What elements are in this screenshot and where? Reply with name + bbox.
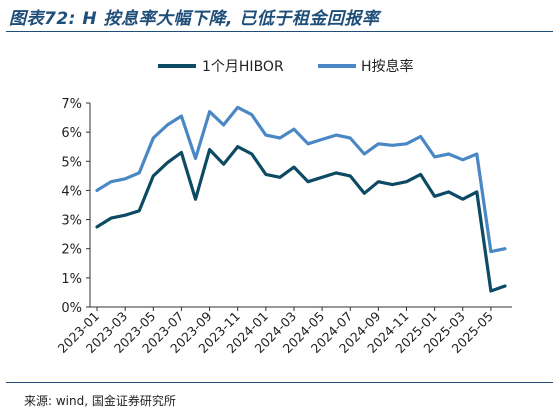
chart-title: 图表72: H 按息率大幅下降, 已低于租金回报率 bbox=[9, 9, 380, 29]
y-tick-label: 4% bbox=[61, 184, 82, 199]
series-lines bbox=[95, 105, 507, 293]
y-tick-label: 1% bbox=[61, 272, 82, 287]
series-line-hibor bbox=[95, 145, 507, 293]
legend: 1个月HIBOR H按息率 bbox=[158, 58, 414, 75]
legend-label-hibor: 1个月HIBOR bbox=[202, 59, 284, 75]
bottom-divider bbox=[6, 382, 553, 383]
source-note: 来源: wind, 国金证券研究所 bbox=[24, 394, 176, 408]
y-tick-label: 6% bbox=[61, 126, 82, 141]
top-divider bbox=[6, 31, 553, 32]
y-tick-label: 3% bbox=[61, 214, 82, 229]
y-tick-label: 5% bbox=[61, 155, 82, 170]
legend-label-h-yield: H按息率 bbox=[361, 58, 414, 75]
y-tick-label: 7% bbox=[61, 97, 82, 112]
line-chart: 0%1%2%3%4%5%6%7%2023-012023-032023-05202… bbox=[55, 58, 512, 356]
y-tick-label: 2% bbox=[61, 243, 82, 258]
y-tick-label: 0% bbox=[61, 301, 82, 316]
series-line-h-yield bbox=[95, 105, 507, 254]
